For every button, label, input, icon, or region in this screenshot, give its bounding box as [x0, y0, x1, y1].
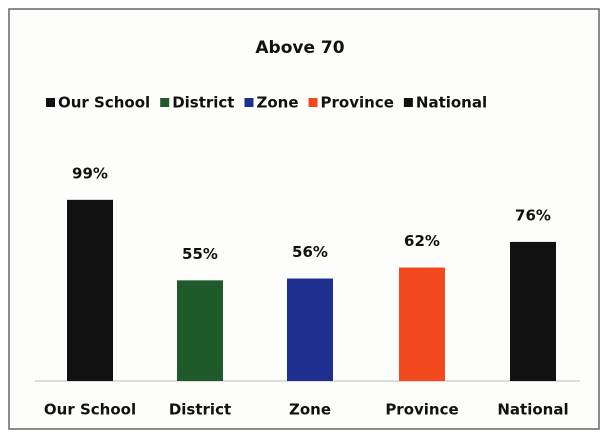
chart-title: Above 70 — [255, 38, 344, 58]
legend-swatch — [46, 98, 55, 107]
legend-label: Province — [321, 94, 394, 112]
legend-label: District — [172, 94, 234, 112]
legend-label: Zone — [256, 94, 298, 112]
legend-label: National — [416, 94, 487, 112]
legend-swatch — [160, 98, 170, 107]
x-tick-label: Province — [385, 401, 458, 419]
data-label: 62% — [404, 232, 440, 250]
legend-label: Our School — [58, 94, 150, 112]
bar — [287, 278, 333, 381]
data-label: 76% — [515, 206, 551, 224]
data-label: 99% — [72, 164, 108, 182]
bar — [67, 199, 113, 381]
bar — [177, 280, 223, 381]
bar — [510, 241, 556, 381]
legend-swatch — [308, 98, 318, 107]
x-tick-label: Our School — [44, 401, 136, 419]
x-tick-label: National — [497, 401, 568, 419]
x-tick-label: Zone — [289, 401, 331, 419]
bar — [399, 267, 445, 381]
data-label: 55% — [182, 245, 218, 263]
legend-swatch — [244, 98, 254, 107]
legend-swatch — [403, 98, 413, 107]
data-label: 56% — [292, 243, 328, 261]
x-tick-label: District — [169, 401, 231, 419]
